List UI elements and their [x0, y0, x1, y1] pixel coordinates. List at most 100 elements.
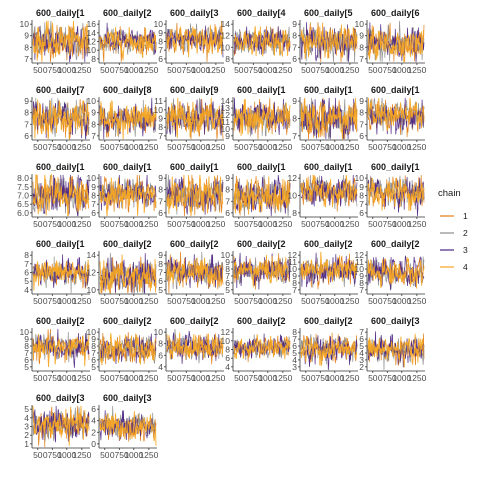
- x-tick-label: 1250: [340, 142, 359, 152]
- y-tick-label: 7: [359, 285, 364, 295]
- legend-title: chain: [438, 188, 461, 199]
- x-tick-label: 50: [167, 65, 177, 75]
- x-tick-label: 50: [33, 296, 43, 306]
- x-tick-label: 1250: [72, 450, 91, 460]
- x-tick-label: 50: [368, 296, 378, 306]
- y-tick-label: 7: [158, 131, 163, 141]
- x-tick-label: 50: [100, 296, 110, 306]
- y-tick-label: 14: [87, 250, 97, 260]
- legend-label: 1: [463, 211, 468, 221]
- facet-panel: 600_daily[61098750 075010001250: [355, 8, 427, 75]
- facet-title: 600_daily[2: [371, 239, 420, 249]
- facet-panels: 600_daily[11098750 075010001250600_daily[…: [17, 8, 426, 460]
- facet-title: 600_daily[1: [371, 162, 420, 172]
- chain-4-trace: [234, 255, 290, 287]
- x-tick-label: 1250: [206, 296, 225, 306]
- y-tick-label: 4: [91, 416, 96, 426]
- y-tick-label: 8: [359, 108, 364, 118]
- x-tick-label: 1250: [407, 142, 426, 152]
- x-tick-label: 50: [33, 450, 43, 460]
- y-tick-label: 8: [292, 114, 297, 124]
- facet-title: 600_daily[1: [237, 162, 286, 172]
- facet-panel: 600_daily[4141210850 075010001250: [221, 8, 293, 75]
- y-tick-label: 9: [225, 173, 230, 183]
- x-tick-label: 1250: [340, 373, 359, 383]
- x-tick-label: 1250: [407, 296, 426, 306]
- facet-panel: 600_daily[216141210850 075010001250: [87, 8, 159, 75]
- facet-title: 600_daily[3: [170, 8, 219, 18]
- facet-title: 600_daily[1: [304, 85, 353, 95]
- x-tick-label: 50: [33, 373, 43, 383]
- x-tick-label: 1250: [139, 65, 158, 75]
- x-tick-label: 1250: [273, 142, 292, 152]
- facet-title: 600_daily[2: [103, 316, 152, 326]
- x-tick-label: 50: [234, 373, 244, 383]
- x-tick-label: 1250: [273, 65, 292, 75]
- y-tick-label: 10: [154, 327, 164, 337]
- y-tick-label: 9: [91, 108, 96, 118]
- x-tick-label: 1250: [407, 65, 426, 75]
- x-tick-label: 1250: [340, 296, 359, 306]
- y-tick-label: 5: [91, 362, 96, 372]
- y-tick-label: 0: [91, 439, 96, 449]
- y-tick-label: 10: [87, 96, 97, 106]
- y-tick-label: 4: [24, 285, 29, 295]
- facet-title: 600_daily[8: [103, 85, 152, 95]
- y-tick-label: 5: [158, 285, 163, 295]
- y-tick-label: 9: [24, 96, 29, 106]
- y-tick-label: 8: [158, 185, 163, 195]
- x-tick-label: 50: [301, 142, 311, 152]
- y-tick-label: 12: [87, 268, 97, 278]
- y-tick-label: 4: [225, 362, 230, 372]
- y-tick-label: 6: [158, 350, 163, 360]
- y-tick-label: 8: [292, 31, 297, 41]
- y-tick-label: 12: [288, 173, 298, 183]
- facet-title: 600_daily[2: [170, 316, 219, 326]
- facet-panel: 600_daily[198750 075010001250: [292, 85, 359, 152]
- y-tick-label: 9: [359, 31, 364, 41]
- y-tick-label: 10: [87, 285, 97, 295]
- facet-panel: 600_daily[11413121110950 075010001250: [221, 85, 293, 152]
- y-tick-label: 1: [24, 439, 29, 449]
- x-tick-label: 50: [368, 373, 378, 383]
- facet-title: 600_daily[1: [103, 162, 152, 172]
- facet-panel: 600_daily[376543250 075010001250: [359, 316, 426, 383]
- x-tick-label: 1250: [139, 450, 158, 460]
- y-tick-label: 5: [225, 285, 230, 295]
- y-tick-label: 3: [292, 362, 297, 372]
- x-tick-label: 50: [100, 219, 110, 229]
- x-tick-label: 50: [100, 373, 110, 383]
- facet-panel: 600_daily[1 9 87 6 50 075010001250: [225, 162, 292, 229]
- x-tick-label: 1250: [206, 142, 225, 152]
- x-tick-label: 50: [234, 219, 244, 229]
- y-tick-label: 8: [292, 208, 297, 218]
- y-tick-label: 9: [292, 19, 297, 29]
- y-tick-label: 10: [20, 19, 30, 29]
- facet-title: 600_daily[3: [371, 316, 420, 326]
- y-tick-label: 6: [359, 208, 364, 218]
- facet-title: 600_daily[3: [103, 393, 152, 403]
- facet-title: 600_daily[2: [237, 316, 286, 326]
- facet-title: 600_daily[1: [36, 239, 85, 249]
- facet-title: 600_daily[9: [170, 85, 219, 95]
- y-tick-label: 9: [158, 173, 163, 183]
- y-tick-label: 6: [158, 208, 163, 218]
- x-tick-label: 1250: [139, 142, 158, 152]
- facet-title: 600_daily[1: [36, 162, 85, 172]
- y-tick-label: 8: [158, 339, 163, 349]
- x-tick-label: 50: [368, 65, 378, 75]
- facet-title: 600_daily[2: [304, 239, 353, 249]
- facet-panel: 600_daily[81098750 075010001250: [87, 85, 159, 152]
- x-tick-label: 1250: [206, 219, 225, 229]
- facet-title: 600_daily[2: [36, 316, 85, 326]
- x-tick-label: 50: [234, 296, 244, 306]
- x-tick-label: 1250: [72, 373, 91, 383]
- y-tick-label: 6: [292, 54, 297, 64]
- legend-label: 4: [463, 262, 468, 272]
